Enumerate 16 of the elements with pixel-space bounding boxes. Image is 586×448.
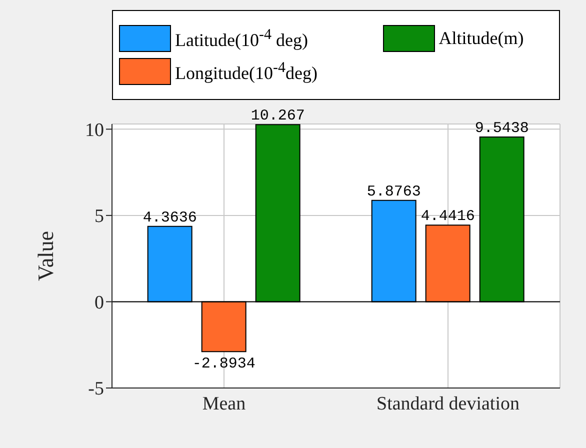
- data-label: 4.4416: [420, 208, 475, 226]
- data-label: -2.8934: [192, 356, 256, 373]
- legend-label: Altitude(m): [438, 28, 524, 49]
- y-tick-label: 0: [94, 292, 104, 314]
- data-label: 9.5438: [474, 120, 529, 138]
- legend-label: Latitude(10$^{-4}$ deg): [175, 26, 308, 50]
- legend-label: Longitude(10$^{-4}$deg): [175, 60, 318, 84]
- data-label: 10.267: [250, 108, 305, 125]
- data-label: 5.8763: [366, 183, 421, 200]
- x-tick-label: Mean: [202, 393, 246, 414]
- y-tick-label: 5: [94, 206, 104, 228]
- y-tick-label: -5: [88, 378, 104, 400]
- y-axis-title: Value: [32, 230, 58, 282]
- data-label: 4.3636: [142, 209, 197, 226]
- x-tick-label: Standard deviation: [376, 393, 520, 414]
- y-tick-label: 10: [85, 120, 104, 141]
